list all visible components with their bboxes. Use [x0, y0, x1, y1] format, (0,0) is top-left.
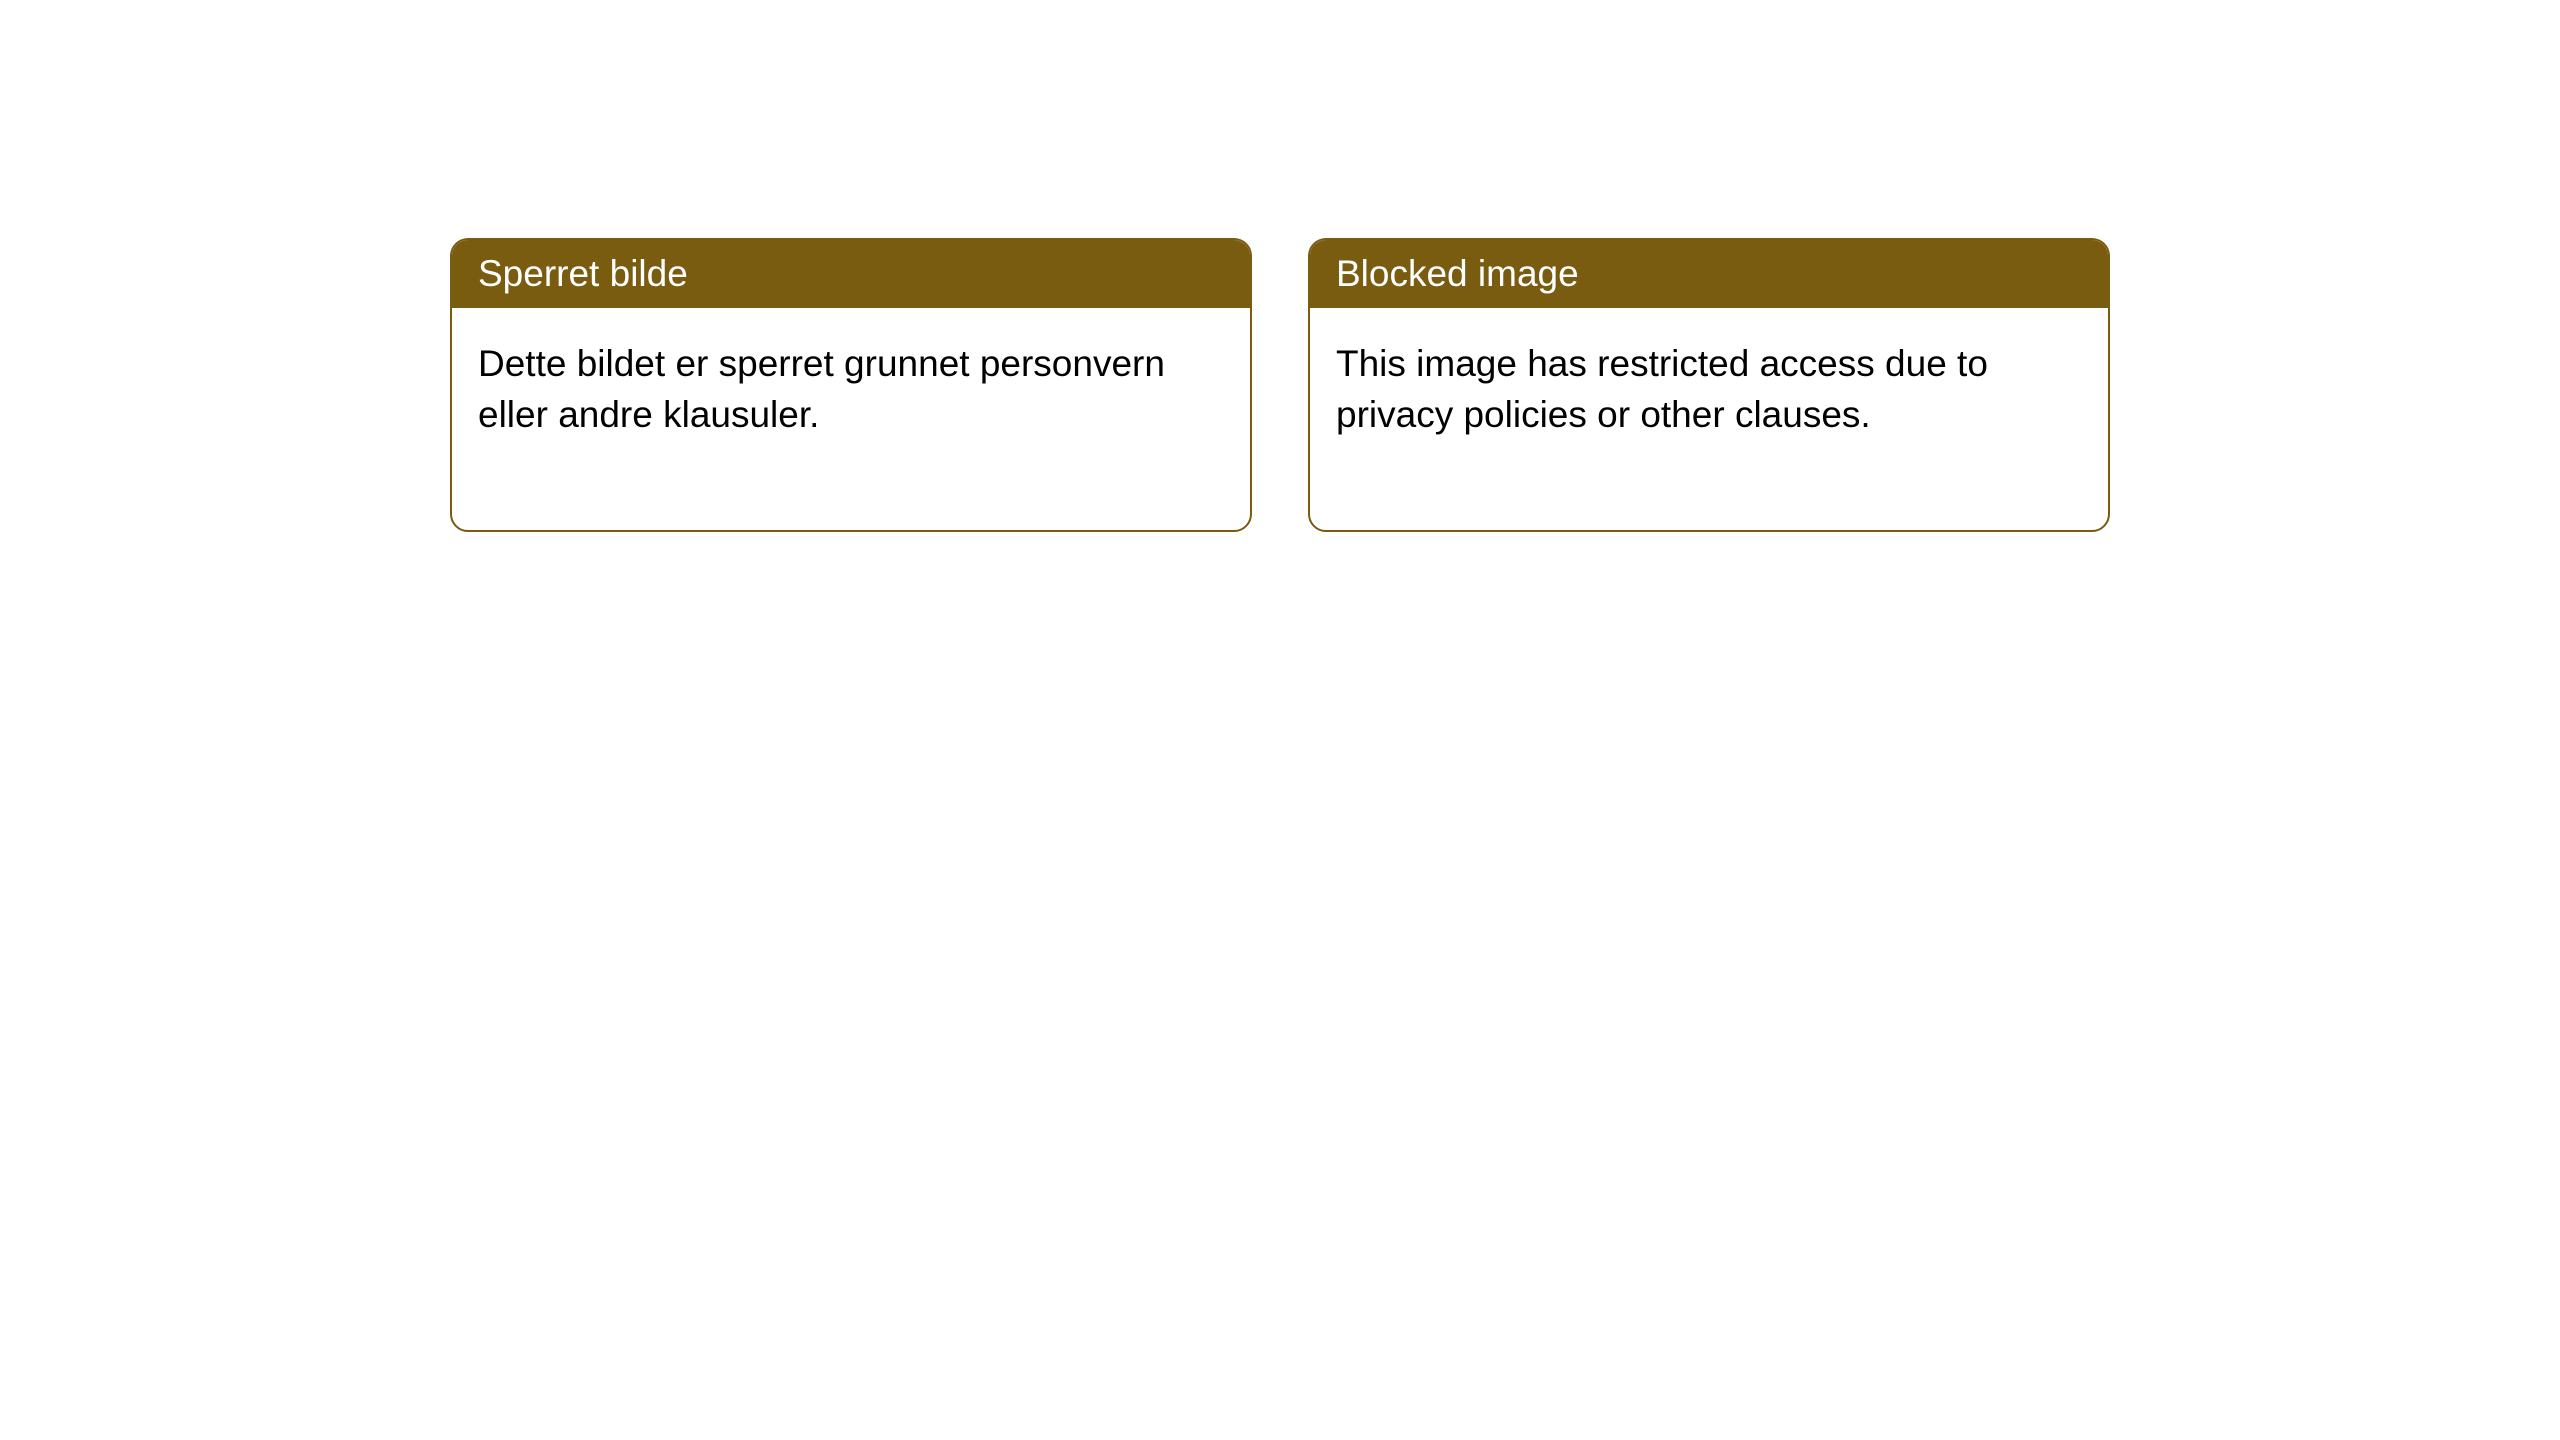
notice-body-en: This image has restricted access due to …	[1310, 308, 2108, 530]
notice-container: Sperret bilde Dette bildet er sperret gr…	[0, 0, 2560, 532]
notice-card-no: Sperret bilde Dette bildet er sperret gr…	[450, 238, 1252, 532]
notice-title-no: Sperret bilde	[452, 240, 1250, 308]
notice-card-en: Blocked image This image has restricted …	[1308, 238, 2110, 532]
notice-title-en: Blocked image	[1310, 240, 2108, 308]
notice-body-no: Dette bildet er sperret grunnet personve…	[452, 308, 1250, 530]
